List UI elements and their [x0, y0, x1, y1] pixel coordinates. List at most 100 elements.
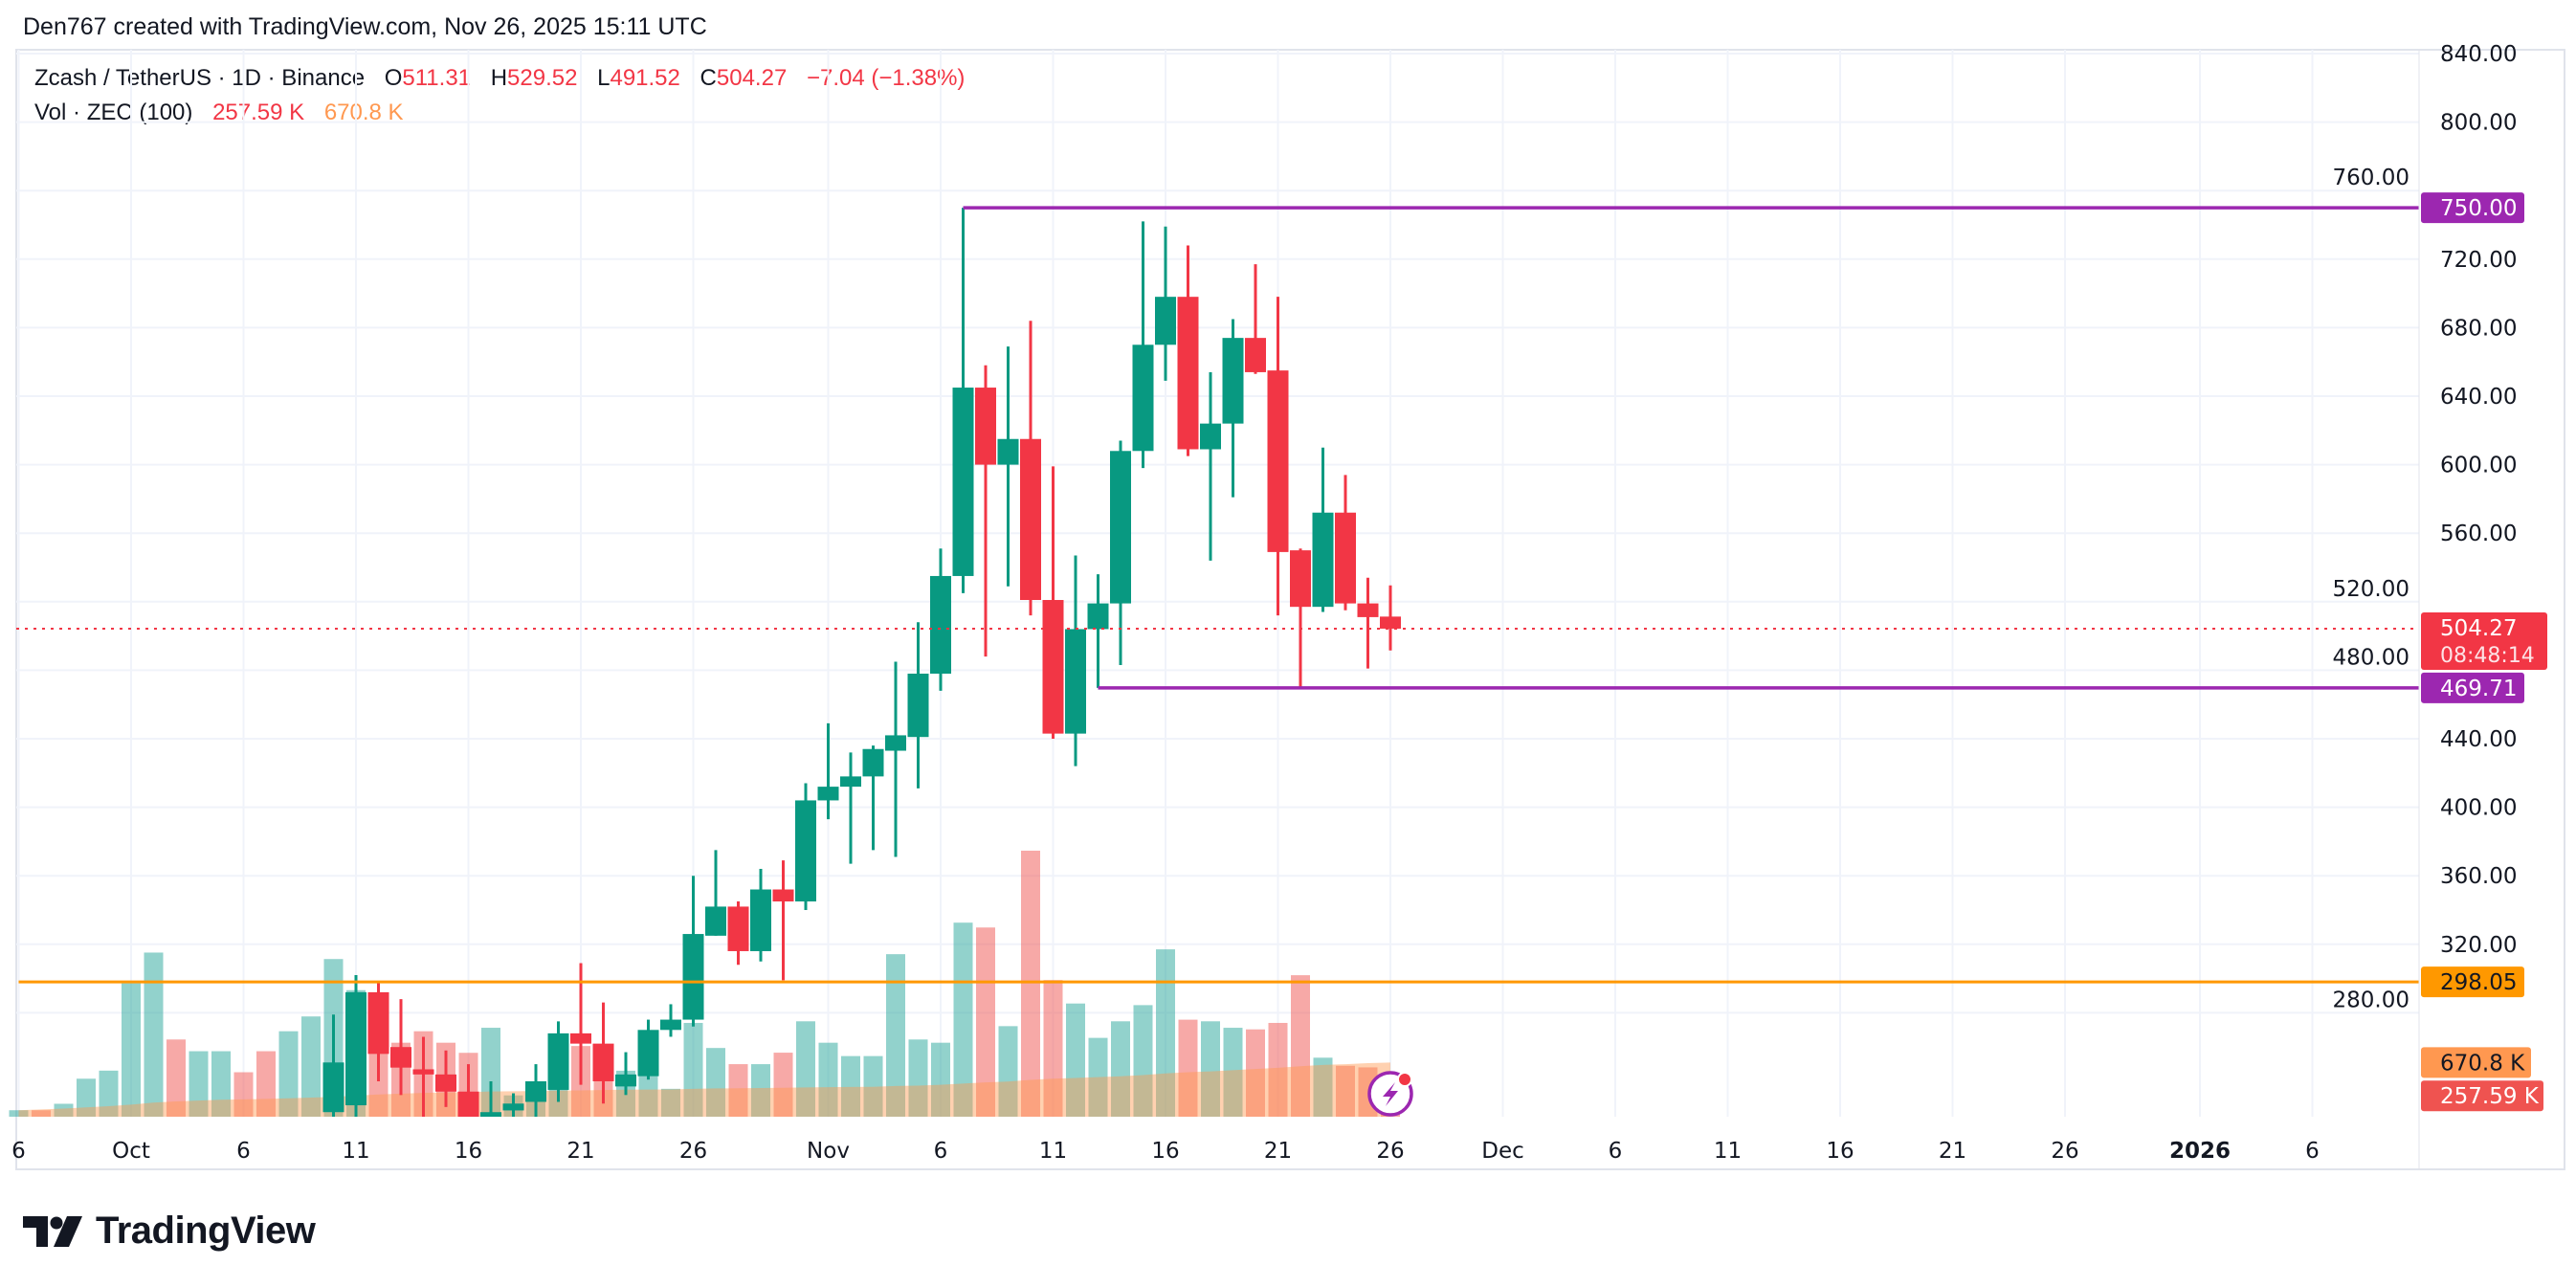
- price-tick-label: 760.00: [2333, 166, 2409, 190]
- candle-body: [817, 787, 839, 801]
- candle: [1222, 319, 1244, 498]
- candle: [1245, 264, 1266, 374]
- brand-name: TradingView: [96, 1210, 316, 1252]
- candle-body: [930, 575, 951, 674]
- candle-body: [412, 1069, 434, 1075]
- candle-body: [727, 906, 749, 951]
- volume-bar: [1111, 1021, 1130, 1117]
- candle: [862, 745, 884, 851]
- candle: [1132, 221, 1154, 469]
- volume-bar: [1156, 949, 1175, 1117]
- chart-credit: Den767 created with TradingView.com, Nov…: [23, 13, 707, 40]
- volume-bar: [1178, 1019, 1198, 1117]
- candle: [682, 876, 704, 1027]
- volume-bar: [908, 1039, 928, 1117]
- candle-body: [457, 1091, 479, 1117]
- time-tick-label: 11: [1039, 1139, 1067, 1164]
- volume-bar: [998, 1026, 1018, 1117]
- volume-bar: [1313, 1057, 1333, 1117]
- candle: [1155, 226, 1176, 381]
- volume-bar: [189, 1051, 209, 1117]
- volume-title[interactable]: Vol · ZEC (100): [34, 100, 193, 125]
- candle: [975, 365, 996, 657]
- volume-bar: [1066, 1003, 1085, 1117]
- candle-body: [390, 1047, 411, 1068]
- candle-body: [1177, 297, 1199, 450]
- candle: [1087, 574, 1109, 688]
- time-tick-label: 26: [1376, 1139, 1404, 1164]
- price-tick-label: 680.00: [2440, 316, 2517, 341]
- candle-body: [975, 388, 996, 465]
- volume-bar: [953, 922, 973, 1117]
- volume-bar: [728, 1064, 748, 1117]
- candle: [525, 1064, 546, 1117]
- tradingview-logo[interactable]: TradingView: [23, 1210, 316, 1253]
- candle-body: [367, 991, 389, 1055]
- time-tick-label: 16: [1826, 1139, 1854, 1164]
- close-value: 504.27: [716, 65, 788, 91]
- tradingview-logo-icon: [23, 1215, 82, 1247]
- time-tick-label: 21: [1939, 1139, 1966, 1164]
- volume-ma-label-bg: [2421, 1047, 2531, 1078]
- volume-bar: [863, 1055, 883, 1117]
- candle: [1065, 555, 1086, 766]
- candle-body: [907, 673, 929, 738]
- volume-bar: [32, 1110, 51, 1117]
- volume-bar: [211, 1051, 231, 1117]
- volume-bar: [638, 1074, 658, 1117]
- candle: [1267, 297, 1289, 616]
- time-tick-label: 2026: [2169, 1139, 2231, 1164]
- candle: [1290, 548, 1311, 688]
- time-tick-label: 21: [566, 1139, 594, 1164]
- candle-body: [1335, 512, 1356, 604]
- candle: [570, 963, 591, 1085]
- candle-body: [1065, 629, 1086, 734]
- price-tick-label: 720.00: [2440, 248, 2517, 273]
- time-tick-label: 26: [2051, 1139, 2078, 1164]
- volume-bar: [818, 1042, 838, 1117]
- candle: [390, 999, 411, 1096]
- time-tick-label: 16: [1151, 1139, 1179, 1164]
- high-value: 529.52: [507, 65, 578, 91]
- volume-bar: [301, 1016, 321, 1117]
- line-price-label-bg: [2421, 192, 2524, 224]
- candle-body: [997, 438, 1019, 465]
- volume-bar: [931, 1042, 950, 1117]
- candle-body: [1245, 338, 1266, 372]
- candle: [772, 860, 794, 981]
- time-tick-label: 6: [11, 1139, 26, 1164]
- horizontal-lines[interactable]: 750.00 469.71 298.05 504.27 08:48:14 670.8 K 2…: [16, 192, 2547, 1112]
- volume-bar: [167, 1039, 186, 1117]
- volume-bar: [1246, 1029, 1265, 1117]
- candle: [1200, 371, 1221, 561]
- candle-body: [1267, 370, 1289, 552]
- price-tick-label: 560.00: [2440, 522, 2517, 546]
- lightning-icon[interactable]: [1367, 1071, 1413, 1117]
- candle: [637, 1019, 659, 1080]
- candle-body: [682, 934, 704, 1020]
- volume-bar: [233, 1072, 254, 1117]
- volume-legend: Vol · ZEC (100) 257.59 K 670.8 K: [34, 100, 404, 126]
- candle: [907, 622, 929, 788]
- candle-body: [660, 1019, 681, 1031]
- candle: [750, 869, 771, 962]
- candle: [1380, 585, 1401, 651]
- volume-bars: [9, 850, 1400, 1117]
- candle: [480, 1081, 501, 1117]
- candle-body: [1132, 344, 1154, 452]
- symbol-title[interactable]: Zcash / TetherUS · 1D · Binance: [34, 65, 366, 91]
- candle-body: [1222, 338, 1244, 424]
- candle: [1335, 475, 1356, 611]
- line-price-label-bg: [2421, 672, 2524, 703]
- price-tick-label: 360.00: [2440, 864, 2517, 889]
- volume-bar: [661, 1088, 680, 1117]
- candle: [840, 752, 861, 864]
- price-tick-label: 840.00: [2440, 42, 2517, 67]
- candles: [322, 208, 1401, 1117]
- volume-bar: [1133, 1005, 1153, 1117]
- axes: 280.00 320.00 360.00 400.00 440.00 480.00 520.…: [11, 42, 2517, 1169]
- candle: [345, 975, 366, 1117]
- time-tick-label: 6: [1609, 1139, 1623, 1164]
- candle-body: [1020, 438, 1041, 601]
